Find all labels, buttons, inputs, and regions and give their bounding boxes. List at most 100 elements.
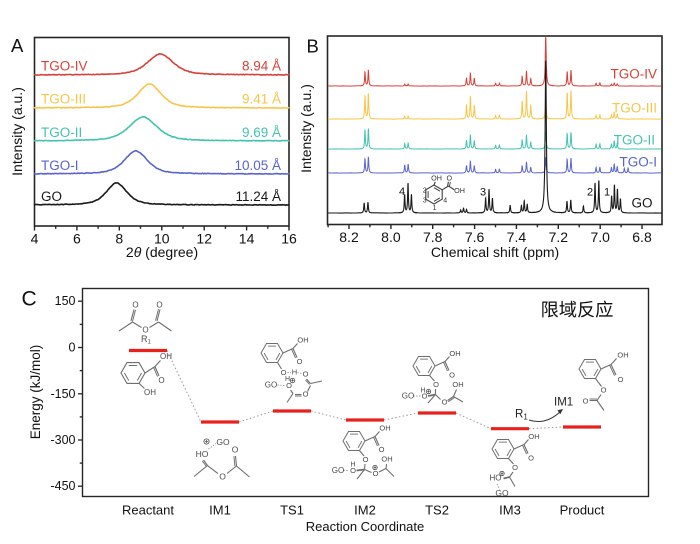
- svg-text:H: H: [350, 462, 355, 469]
- svg-text:16: 16: [281, 231, 297, 247]
- svg-text:GO: GO: [631, 196, 652, 211]
- svg-text:GO: GO: [402, 392, 414, 401]
- svg-text:8.94 Å: 8.94 Å: [242, 59, 281, 74]
- svg-text:IM1: IM1: [554, 397, 573, 409]
- svg-text:1: 1: [604, 187, 610, 199]
- svg-text:3: 3: [480, 187, 486, 199]
- svg-text:Energy (kJ/mol): Energy (kJ/mol): [28, 345, 43, 440]
- svg-text:3: 3: [423, 198, 427, 205]
- svg-text:TGO-I: TGO-I: [41, 158, 79, 173]
- svg-text:Product: Product: [560, 503, 605, 518]
- svg-text:R1: R1: [515, 409, 528, 422]
- svg-text:GO: GO: [216, 437, 230, 447]
- svg-text:GO: GO: [41, 189, 62, 204]
- svg-text:O: O: [350, 466, 356, 475]
- svg-text:OH: OH: [452, 380, 463, 389]
- svg-text:O: O: [297, 357, 303, 366]
- svg-text:Intensity (a.u.): Intensity (a.u.): [298, 84, 314, 173]
- svg-text:1: 1: [433, 205, 437, 212]
- svg-text:4: 4: [443, 198, 447, 205]
- svg-text:10: 10: [154, 231, 170, 247]
- svg-text:OH: OH: [297, 336, 308, 345]
- svg-text:2θ (degree): 2θ (degree): [126, 244, 198, 260]
- svg-text:R1: R1: [141, 334, 152, 346]
- svg-text:C: C: [22, 288, 37, 311]
- svg-text:7.4: 7.4: [507, 229, 527, 245]
- svg-text:O: O: [422, 392, 428, 401]
- svg-text:OH: OH: [454, 186, 465, 195]
- svg-text:TGO-II: TGO-II: [614, 133, 655, 148]
- svg-text:O: O: [583, 397, 589, 406]
- svg-text:IM2: IM2: [354, 503, 376, 518]
- svg-text:4: 4: [399, 186, 405, 198]
- svg-text:H: H: [292, 368, 297, 377]
- svg-text:9.69 Å: 9.69 Å: [242, 125, 281, 140]
- svg-text:TGO-III: TGO-III: [612, 101, 657, 116]
- svg-text:7.0: 7.0: [590, 229, 610, 245]
- svg-text:TS1: TS1: [280, 503, 304, 518]
- svg-text:7.8: 7.8: [423, 229, 443, 245]
- svg-text:OH: OH: [528, 432, 539, 441]
- svg-text:6: 6: [73, 231, 81, 247]
- svg-text:2: 2: [587, 187, 593, 199]
- svg-text:Reaction Coordinate: Reaction Coordinate: [306, 519, 425, 534]
- svg-text:TGO-II: TGO-II: [41, 125, 82, 140]
- svg-text:7.2: 7.2: [549, 229, 569, 245]
- svg-text:8: 8: [115, 231, 123, 247]
- svg-text:2: 2: [423, 187, 427, 194]
- svg-text:-150: -150: [50, 387, 75, 401]
- svg-text:7.6: 7.6: [465, 229, 485, 245]
- svg-text:O: O: [156, 301, 162, 310]
- svg-text:TS2: TS2: [425, 503, 449, 518]
- svg-text:O: O: [132, 301, 138, 310]
- svg-text:TGO-III: TGO-III: [41, 92, 86, 107]
- svg-text:O: O: [281, 368, 287, 377]
- svg-text:GO: GO: [332, 466, 344, 475]
- svg-text:O: O: [219, 472, 226, 482]
- svg-text:OH: OH: [431, 174, 442, 183]
- svg-text:150: 150: [55, 294, 76, 308]
- svg-text:Reactant: Reactant: [122, 503, 174, 518]
- svg-text:TGO-IV: TGO-IV: [41, 59, 88, 74]
- svg-text:O: O: [373, 469, 379, 478]
- svg-text:O: O: [442, 398, 448, 407]
- svg-text:O: O: [363, 455, 369, 464]
- svg-text:Chemical shift (ppm): Chemical shift (ppm): [431, 244, 559, 260]
- svg-text:OH: OH: [617, 351, 628, 360]
- svg-text:HO: HO: [196, 449, 209, 459]
- svg-text:14: 14: [239, 231, 255, 247]
- svg-text:8.0: 8.0: [381, 229, 401, 245]
- svg-text:OH: OH: [160, 352, 172, 361]
- svg-text:4: 4: [31, 231, 39, 247]
- svg-text:O: O: [303, 390, 309, 399]
- svg-text:O: O: [379, 445, 385, 454]
- svg-text:8.2: 8.2: [339, 229, 359, 245]
- svg-text:O: O: [447, 174, 453, 183]
- svg-text:OH: OH: [379, 424, 390, 433]
- svg-text:O: O: [286, 381, 292, 390]
- svg-text:H: H: [420, 388, 425, 395]
- svg-text:O: O: [618, 375, 624, 384]
- svg-text:GO: GO: [265, 381, 277, 390]
- svg-text:B: B: [307, 35, 319, 56]
- svg-text:-450: -450: [50, 479, 75, 493]
- svg-text:IM1: IM1: [209, 503, 231, 518]
- svg-text:11.24 Å: 11.24 Å: [235, 189, 281, 204]
- svg-text:TGO-IV: TGO-IV: [611, 67, 658, 82]
- svg-text:HO: HO: [490, 474, 502, 483]
- svg-text:12: 12: [196, 231, 212, 247]
- svg-text:10.05 Å: 10.05 Å: [234, 158, 281, 173]
- svg-text:IM3: IM3: [499, 503, 521, 518]
- svg-text:Intensity (a.u.): Intensity (a.u.): [9, 87, 25, 176]
- svg-text:OH: OH: [381, 455, 392, 464]
- svg-text:0: 0: [69, 341, 76, 355]
- svg-text:O: O: [512, 463, 518, 472]
- svg-text:O: O: [433, 380, 439, 389]
- svg-text:6.8: 6.8: [632, 229, 652, 245]
- svg-text:O: O: [232, 445, 239, 455]
- svg-text:O: O: [158, 376, 164, 385]
- svg-text:H: H: [285, 376, 290, 383]
- svg-text:9.41 Å: 9.41 Å: [242, 92, 281, 107]
- svg-text:TGO-I: TGO-I: [620, 155, 658, 170]
- svg-text:O: O: [449, 371, 455, 380]
